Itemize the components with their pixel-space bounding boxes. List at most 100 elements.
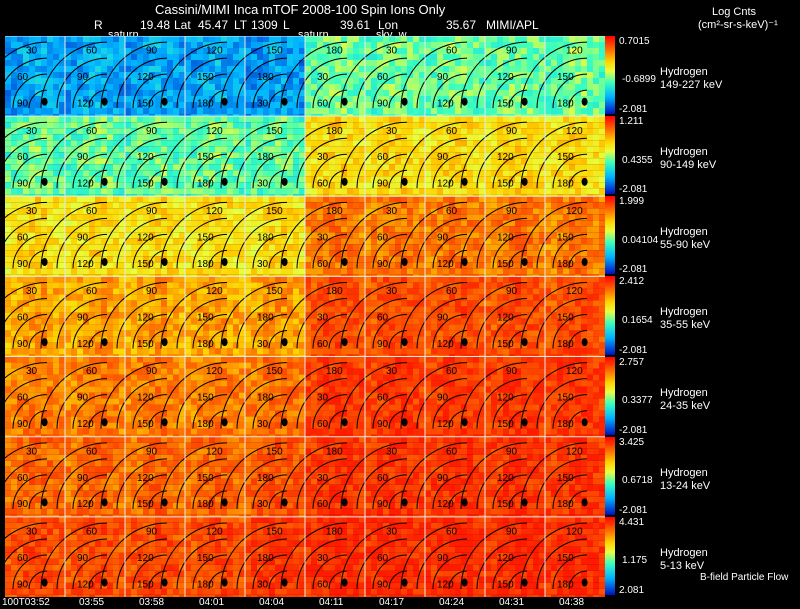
- data-pixel: [371, 274, 377, 277]
- data-pixel: [227, 202, 233, 209]
- data-pixel: [245, 226, 251, 233]
- data-pixel: [281, 60, 287, 66]
- data-pixel: [125, 140, 131, 147]
- data-pixel: [119, 152, 125, 159]
- data-pixel: [167, 330, 173, 337]
- data-pixel: [599, 262, 605, 269]
- data-pixel: [149, 282, 155, 289]
- data-pixel: [353, 116, 359, 123]
- data-pixel: [47, 188, 53, 195]
- data-pixel: [89, 188, 95, 195]
- data-pixel: [551, 238, 557, 245]
- data-pixel: [509, 244, 515, 251]
- data-pixel: [311, 250, 317, 257]
- data-pixel: [191, 146, 197, 153]
- data-pixel: [53, 182, 59, 189]
- data-pixel: [377, 194, 383, 197]
- contour-label: 150: [197, 232, 214, 243]
- data-pixel: [209, 134, 215, 141]
- data-pixel: [11, 140, 17, 147]
- data-pixel: [185, 134, 191, 141]
- data-pixel: [479, 128, 485, 135]
- data-pixel: [371, 84, 377, 90]
- data-pixel: [311, 220, 317, 227]
- data-pixel: [185, 220, 191, 227]
- data-pixel: [101, 170, 107, 177]
- data-pixel: [167, 116, 173, 123]
- data-pixel: [125, 288, 131, 295]
- data-pixel: [203, 196, 209, 203]
- data-pixel: [437, 108, 443, 114]
- data-pixel: [461, 250, 467, 257]
- data-pixel: [227, 84, 233, 90]
- data-pixel: [209, 276, 215, 283]
- data-pixel: [311, 90, 317, 96]
- data-pixel: [185, 268, 191, 275]
- pitch-angle-contour: [220, 121, 288, 189]
- data-pixel: [65, 78, 71, 84]
- data-pixel: [167, 42, 173, 48]
- data-pixel: [143, 226, 149, 233]
- data-pixel: [599, 128, 605, 135]
- data-pixel: [293, 232, 299, 239]
- data-pixel: [203, 152, 209, 159]
- data-pixel: [71, 250, 77, 257]
- data-pixel: [269, 54, 275, 60]
- data-pixel: [179, 238, 185, 245]
- data-pixel: [17, 276, 23, 283]
- data-pixel: [65, 134, 71, 141]
- data-pixel: [335, 140, 341, 147]
- data-pixel: [275, 238, 281, 245]
- data-pixel: [11, 42, 17, 48]
- data-pixel: [119, 256, 125, 263]
- data-pixel: [47, 220, 53, 227]
- data-pixel: [143, 116, 149, 123]
- data-pixel: [425, 214, 431, 221]
- pitch-angle-contour: [5, 282, 48, 299]
- data-pixel: [551, 232, 557, 239]
- data-pixel: [239, 238, 245, 245]
- data-pixel: [365, 226, 371, 233]
- data-pixel: [479, 194, 485, 197]
- data-pixel: [425, 194, 431, 197]
- data-pixel: [185, 300, 191, 307]
- data-pixel: [305, 152, 311, 159]
- data-pixel: [209, 194, 215, 197]
- data-pixel: [593, 128, 599, 135]
- data-pixel: [335, 244, 341, 251]
- data-pixel: [587, 256, 593, 263]
- data-pixel: [215, 208, 221, 215]
- data-pixel: [509, 250, 515, 257]
- data-pixel: [185, 276, 191, 283]
- data-pixel: [539, 90, 545, 96]
- data-pixel: [227, 116, 233, 123]
- data-pixel: [35, 84, 41, 90]
- data-pixel: [329, 146, 335, 153]
- data-pixel: [281, 238, 287, 245]
- data-pixel: [173, 232, 179, 239]
- data-pixel: [173, 196, 179, 203]
- data-pixel: [299, 214, 305, 221]
- data-pixel: [53, 176, 59, 183]
- data-pixel: [227, 318, 233, 325]
- data-pixel: [557, 78, 563, 84]
- data-pixel: [383, 152, 389, 159]
- data-pixel: [569, 78, 575, 84]
- data-pixel: [389, 238, 395, 245]
- data-pixel: [527, 96, 533, 102]
- data-pixel: [305, 96, 311, 102]
- data-pixel: [107, 220, 113, 227]
- data-pixel: [29, 342, 35, 349]
- data-pixel: [587, 102, 593, 108]
- data-pixel: [545, 96, 551, 102]
- data-pixel: [197, 208, 203, 215]
- data-pixel: [17, 60, 23, 66]
- data-pixel: [59, 312, 65, 319]
- data-pixel: [245, 208, 251, 215]
- data-pixel: [347, 48, 353, 54]
- data-pixel: [563, 176, 569, 183]
- data-pixel: [173, 238, 179, 245]
- data-pixel: [53, 170, 59, 177]
- data-pixel: [35, 348, 41, 355]
- data-pixel: [107, 134, 113, 141]
